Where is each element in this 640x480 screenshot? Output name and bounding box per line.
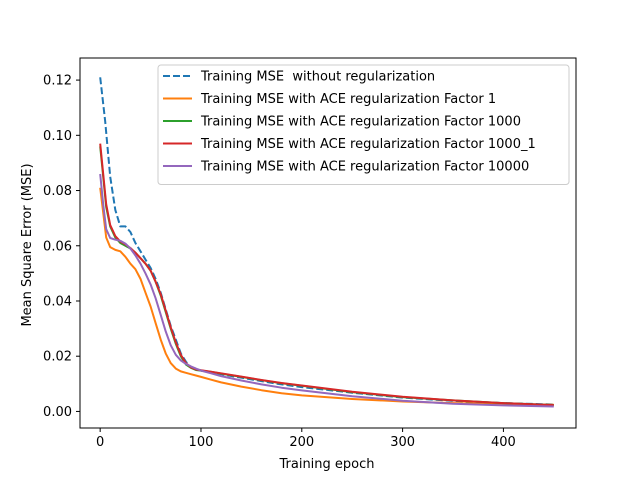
y-axis-label: Mean Square Error (MSE): [20, 163, 35, 326]
legend: Training MSE without regularization Train…: [157, 64, 570, 185]
y-tick-label: 0.12: [43, 74, 72, 89]
y-tick-label: 0.02: [43, 350, 72, 365]
x-axis-label: Training epoch: [278, 457, 374, 472]
legend-label-1: Training MSE without regularization: [200, 70, 435, 85]
legend-label-3: Training MSE with ACE regularization Fac…: [200, 115, 521, 130]
series-line-2: [99, 187, 554, 406]
x-tick-label: 200: [289, 435, 314, 450]
axes-frame: [79, 57, 577, 429]
y-tick-label: 0.10: [43, 129, 72, 144]
ticks: 0 100 200 300 400 0.00 0.02 0.04 0.06 0.08 0.10 0.1…: [43, 74, 516, 450]
legend-label-2: Training MSE with ACE regularization Fac…: [200, 92, 496, 107]
x-tick-label: 400: [491, 435, 516, 450]
x-tick-label: 300: [390, 435, 415, 450]
series-line-1: [99, 77, 554, 406]
plot-area: [99, 77, 554, 408]
y-tick-label: 0.08: [43, 184, 72, 199]
axes: [79, 57, 577, 429]
legend-label-4: Training MSE with ACE regularization Fac…: [200, 137, 536, 152]
y-tick-label: 0.04: [43, 294, 72, 309]
y-tick-label: 0.00: [43, 405, 72, 420]
x-tick-label: 100: [189, 435, 214, 450]
legend-box: [157, 64, 570, 185]
x-tick-label: 0: [96, 435, 104, 450]
legend-label-5: Training MSE with ACE regularization Fac…: [200, 160, 529, 175]
series-line-5: [99, 173, 554, 408]
y-tick-label: 0.06: [43, 239, 72, 254]
